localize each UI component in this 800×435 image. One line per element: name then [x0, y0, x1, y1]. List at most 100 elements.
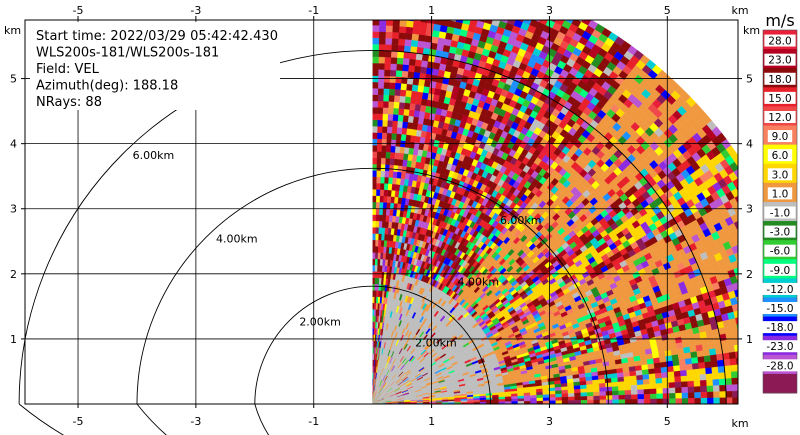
velocity-gate — [387, 0, 394, 7]
velocity-gate — [408, 2, 416, 9]
velocity-gate — [378, 233, 382, 241]
velocity-gate — [417, 40, 425, 48]
velocity-gate — [754, 219, 763, 229]
velocity-gate — [392, 20, 401, 27]
velocity-gate — [376, 201, 381, 209]
velocity-gate — [467, 0, 476, 6]
velocity-gate — [396, 57, 404, 65]
velocity-gate — [380, 170, 386, 178]
velocity-gate — [385, 157, 391, 165]
velocity-gate — [394, 88, 401, 97]
velocity-gate — [739, 165, 749, 175]
velocity-gate — [378, 81, 385, 89]
velocity-gate — [372, 151, 378, 158]
velocity-gate — [372, 302, 375, 310]
velocity-gate — [752, 245, 761, 254]
velocity-gate — [509, 11, 518, 20]
velocity-gate — [377, 94, 384, 102]
velocity-gate — [405, 89, 413, 98]
velocity-gate — [516, 0, 525, 2]
velocity-gate — [385, 151, 391, 159]
velocity-gate — [481, 2, 490, 10]
velocity-gate — [372, 138, 378, 146]
velocity-gate — [506, 20, 517, 26]
velocity-gate — [387, 183, 393, 191]
velocity-gate — [450, 8, 458, 16]
velocity-gate — [393, 158, 400, 166]
velocity-gate — [497, 20, 501, 21]
velocity-gate — [399, 20, 408, 21]
velocity-gate — [372, 100, 379, 108]
velocity-gate — [373, 13, 380, 19]
velocity-gate — [386, 132, 393, 140]
velocity-gate — [751, 185, 760, 195]
velocity-gate — [387, 126, 393, 134]
velocity-gate — [404, 102, 411, 110]
velocity-gate — [391, 38, 399, 46]
velocity-gate — [385, 37, 393, 45]
velocity-gate — [372, 157, 378, 165]
velocity-gate — [382, 126, 388, 134]
velocity-gate — [409, 52, 417, 60]
velocity-gate — [372, 56, 380, 64]
velocity-gate — [383, 195, 388, 203]
velocity-gate — [379, 201, 384, 209]
velocity-gate — [743, 240, 752, 249]
velocity-sector — [372, 0, 763, 404]
velocity-gate — [521, 2, 530, 11]
velocity-gate — [375, 227, 380, 234]
velocity-gate — [376, 195, 381, 203]
velocity-gate — [737, 178, 738, 179]
velocity-gate — [457, 9, 465, 17]
velocity-gate — [372, 43, 380, 51]
velocity-gate — [375, 252, 379, 260]
velocity-gate — [378, 44, 386, 51]
velocity-gate — [464, 11, 473, 19]
velocity-gate — [398, 159, 404, 167]
velocity-gate — [381, 233, 385, 241]
velocity-gate — [743, 224, 752, 233]
velocity-gate — [473, 6, 482, 14]
velocity-gate — [387, 0, 395, 1]
velocity-gate — [402, 64, 410, 72]
velocity-gate — [418, 27, 427, 36]
velocity-gate — [446, 0, 455, 2]
velocity-gate — [462, 20, 471, 25]
velocity-gate — [379, 20, 387, 26]
velocity-gate — [377, 265, 381, 272]
velocity-gate — [511, 5, 520, 14]
velocity-gate — [516, 20, 524, 23]
velocity-gate — [372, 37, 380, 45]
velocity-gate — [394, 7, 401, 14]
velocity-gate — [389, 158, 395, 166]
velocity-gate — [377, 132, 383, 140]
velocity-gate — [375, 214, 380, 222]
velocity-gate — [415, 9, 423, 16]
velocity-gate — [444, 0, 452, 8]
velocity-gate — [387, 7, 394, 14]
velocity-gate — [523, 0, 533, 5]
velocity-gate — [372, 50, 380, 57]
velocity-gate — [435, 11, 443, 18]
velocity-gate — [418, 34, 426, 42]
velocity-gate — [372, 239, 376, 247]
velocity-gate — [372, 271, 376, 278]
velocity-gate — [403, 51, 411, 59]
velocity-gate — [525, 10, 534, 19]
velocity-gate — [401, 70, 409, 78]
velocity-gate — [754, 268, 762, 277]
velocity-gate — [373, 0, 380, 6]
velocity-gate — [384, 56, 392, 64]
velocity-gate — [398, 108, 405, 116]
velocity-gate — [389, 82, 396, 90]
velocity-gate — [395, 70, 403, 78]
velocity-gate — [372, 264, 376, 272]
velocity-gate — [404, 39, 412, 47]
velocity-gate — [443, 6, 451, 13]
velocity-gate — [372, 214, 377, 222]
velocity-gate — [425, 28, 434, 37]
velocity-gate — [376, 170, 382, 178]
velocity-gate — [394, 1, 402, 8]
velocity-gate — [395, 146, 401, 154]
velocity-gate — [742, 182, 751, 192]
